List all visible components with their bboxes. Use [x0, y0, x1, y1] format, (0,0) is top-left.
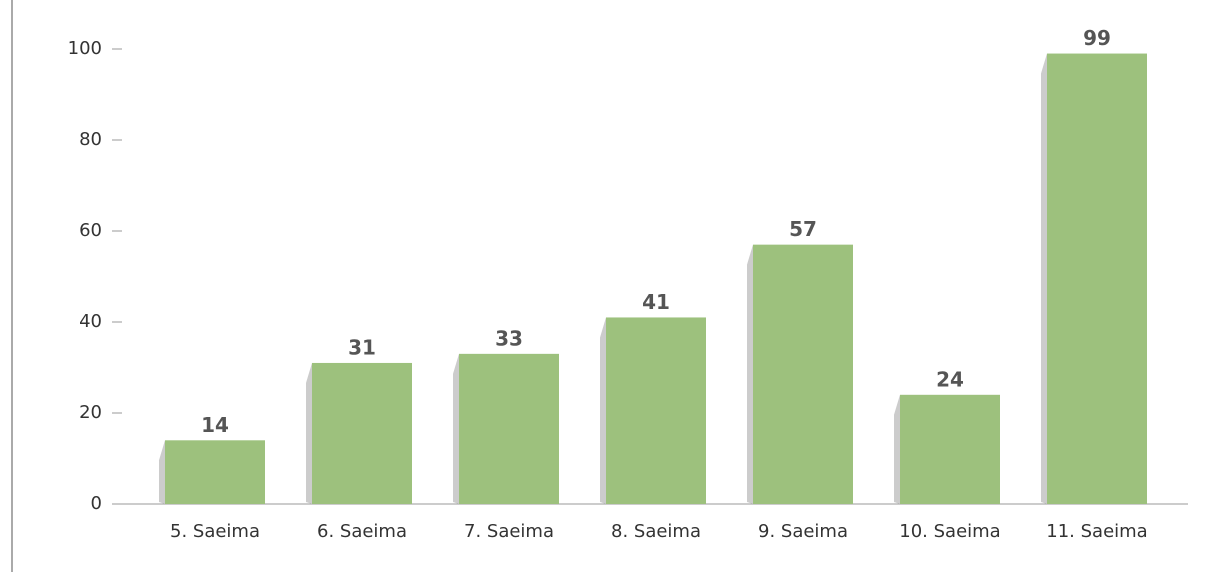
value-label: 14 — [201, 413, 229, 437]
bar-shadow — [453, 353, 459, 504]
x-tick-label: 6. Saeima — [317, 521, 407, 542]
value-label: 33 — [495, 326, 523, 350]
y-tick-label: 100 — [68, 38, 102, 59]
bar-shadow — [306, 362, 312, 504]
bar-shadow — [1041, 53, 1047, 505]
bar-shadow — [600, 317, 606, 504]
x-tick-label: 8. Saeima — [611, 521, 701, 542]
bar — [1047, 53, 1147, 505]
bar-shadow — [747, 244, 753, 504]
value-label: 41 — [642, 290, 670, 314]
y-tick-label: 80 — [79, 129, 102, 150]
bar — [165, 440, 265, 504]
x-tick-label: 5. Saeima — [170, 521, 260, 542]
bar-shadow — [894, 394, 900, 504]
bar — [459, 353, 559, 504]
value-label: 57 — [789, 217, 817, 241]
bar — [753, 244, 853, 504]
bar — [312, 362, 412, 504]
value-label: 24 — [936, 367, 964, 391]
x-tick-label: 7. Saeima — [464, 521, 554, 542]
y-tick-label: 0 — [91, 493, 102, 514]
x-tick-label: 10. Saeima — [899, 521, 1000, 542]
x-tick-label: 9. Saeima — [758, 521, 848, 542]
bar — [900, 394, 1000, 504]
x-tick-label: 11. Saeima — [1046, 521, 1147, 542]
y-tick-label: 60 — [79, 220, 102, 241]
value-label: 99 — [1083, 26, 1111, 50]
bar — [606, 317, 706, 504]
y-tick-label: 40 — [79, 311, 102, 332]
y-tick-label: 20 — [79, 402, 102, 423]
bar-shadow — [159, 440, 165, 504]
value-label: 31 — [348, 335, 376, 359]
